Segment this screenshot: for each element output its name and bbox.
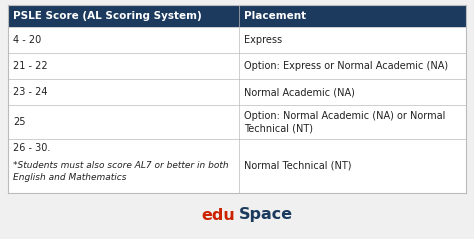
Bar (8, 79, 466, 105)
Text: Space: Space (239, 207, 293, 223)
Text: 4 - 20: 4 - 20 (13, 35, 41, 45)
Text: 21 - 22: 21 - 22 (13, 61, 47, 71)
Text: Option: Normal Academic (NA) or Normal
Technical (NT): Option: Normal Academic (NA) or Normal T… (244, 111, 446, 133)
Text: Express: Express (244, 35, 283, 45)
Text: Normal Technical (NT): Normal Technical (NT) (244, 161, 352, 171)
Text: *Students must also score AL7 or better in both
English and Mathematics: *Students must also score AL7 or better … (13, 161, 228, 182)
Text: Normal Academic (NA): Normal Academic (NA) (244, 87, 355, 97)
Text: edu: edu (201, 207, 235, 223)
Text: 25: 25 (13, 117, 26, 127)
Bar (8, 5, 466, 27)
Bar (8, 53, 466, 79)
Bar (8, 105, 466, 139)
Text: Placement: Placement (244, 11, 306, 21)
Bar (8, 27, 466, 53)
Text: PSLE Score (AL Scoring System): PSLE Score (AL Scoring System) (13, 11, 202, 21)
Text: 26 - 30.: 26 - 30. (13, 143, 50, 153)
Text: Option: Express or Normal Academic (NA): Option: Express or Normal Academic (NA) (244, 61, 448, 71)
Text: 23 - 24: 23 - 24 (13, 87, 47, 97)
Bar (8, 139, 466, 193)
